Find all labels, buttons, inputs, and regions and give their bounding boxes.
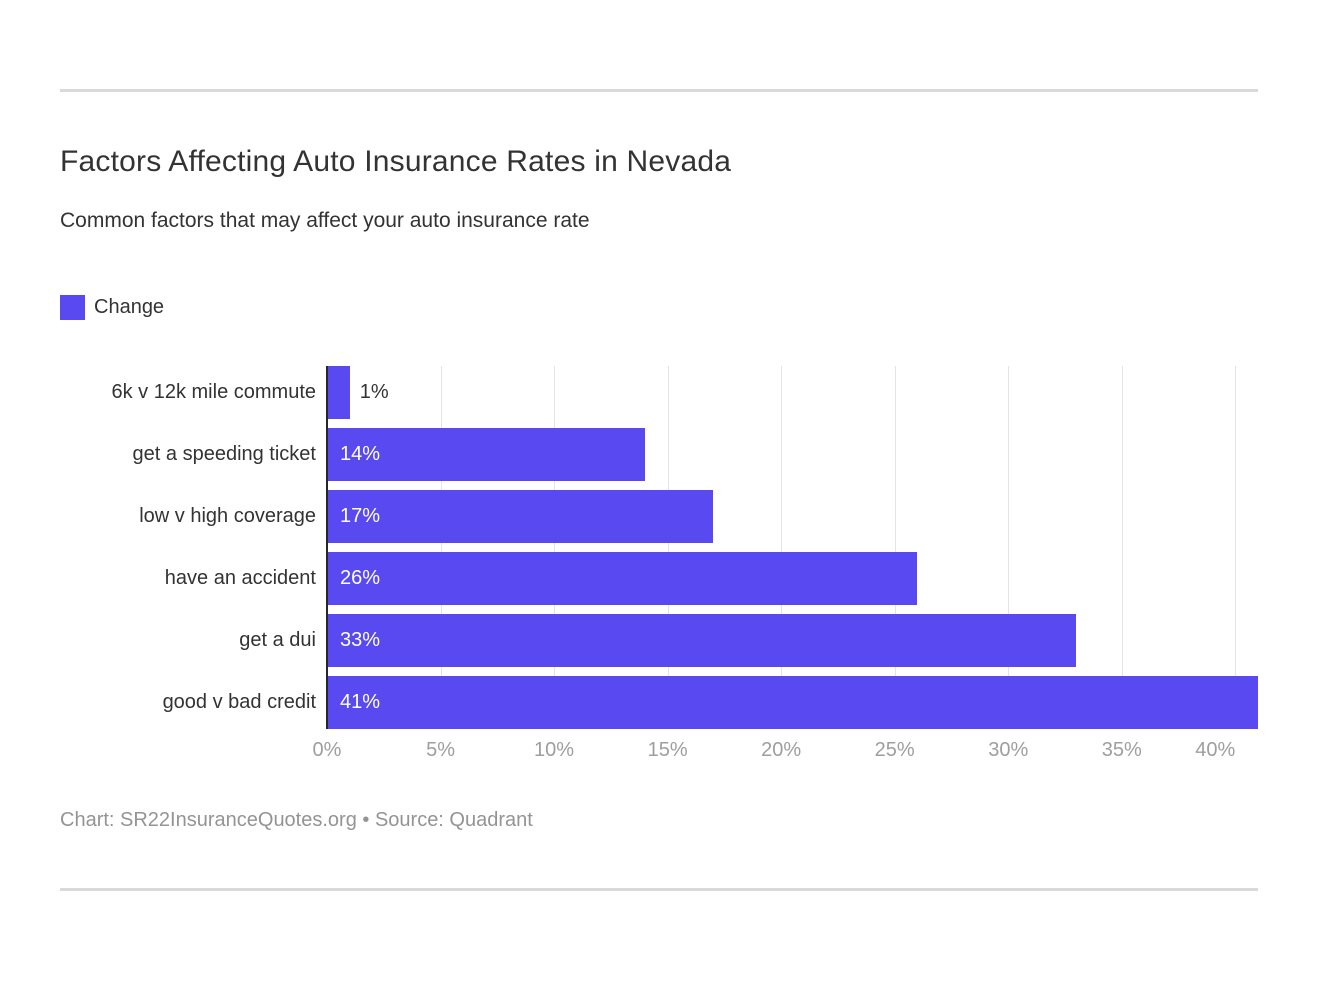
- bar-row: good v bad credit 41%: [163, 676, 1258, 729]
- x-tick-label: 20%: [761, 739, 802, 761]
- x-axis-ticks: 0% 5% 10% 15% 20% 25% 30% 35% 40%: [313, 739, 1258, 765]
- bar-chart: 6k v 12k mile commute 1% get a speeding ti…: [60, 366, 1258, 765]
- bar-row: 6k v 12k mile commute 1%: [111, 366, 1258, 419]
- category-label: have an accident: [164, 567, 316, 589]
- gridline: [1235, 366, 1237, 729]
- plot-area: 6k v 12k mile commute 1% get a speeding ti…: [111, 366, 1258, 729]
- category-label: get a speeding ticket: [132, 443, 316, 465]
- category-label: good v bad credit: [162, 691, 316, 713]
- gridline: [667, 366, 669, 729]
- top-rule: [60, 89, 1258, 92]
- bar-value-label: 33%: [340, 629, 381, 651]
- gridline: [1121, 366, 1123, 729]
- gridline: [781, 366, 783, 729]
- bar-value-label: 17%: [340, 505, 381, 527]
- x-tick-label: 40%: [1195, 739, 1236, 761]
- bar-rows: 6k v 12k mile commute 1% get a speeding ti…: [111, 366, 1258, 729]
- bar: 33%: [327, 614, 1077, 667]
- legend: Change: [60, 294, 1258, 320]
- gridline: [554, 366, 556, 729]
- bar-row: low v high coverage 17%: [139, 490, 1258, 543]
- chart-title: Factors Affecting Auto Insurance Rates i…: [60, 145, 732, 178]
- x-tick-label: 0%: [312, 739, 342, 761]
- bar: 26%: [327, 552, 918, 605]
- category-label: get a dui: [239, 629, 316, 651]
- bar: 1%: [327, 366, 389, 419]
- bar-row: get a dui 33%: [239, 614, 1258, 667]
- bar: 41%: [327, 676, 1258, 729]
- gridline: [440, 366, 442, 729]
- x-axis-zero-line: [326, 366, 328, 729]
- chart-footer: Chart: SR22InsuranceQuotes.org • Source:…: [60, 809, 533, 831]
- x-tick-label: 25%: [874, 739, 915, 761]
- category-label: 6k v 12k mile commute: [111, 381, 316, 403]
- chart-container: Factors Affecting Auto Insurance Rates i…: [60, 89, 1258, 891]
- legend-swatch: [60, 294, 85, 320]
- gridline: [894, 366, 896, 729]
- bar-value-label: 41%: [340, 691, 381, 713]
- x-tick-label: 30%: [988, 739, 1029, 761]
- x-tick-label: 5%: [426, 739, 455, 761]
- bottom-rule: [60, 888, 1258, 891]
- gridline: [1008, 366, 1010, 729]
- chart-subtitle: Common factors that may affect your auto…: [60, 209, 590, 232]
- legend-label: Change: [94, 295, 165, 318]
- bar-row: get a speeding ticket 14%: [133, 428, 1258, 481]
- category-label: low v high coverage: [139, 505, 316, 527]
- x-tick-label: 35%: [1101, 739, 1142, 761]
- grid-overlay: [327, 366, 1258, 729]
- bar-row: have an accident 26%: [165, 552, 1258, 605]
- bar-value-label: 14%: [340, 443, 381, 465]
- bar-value-label: 1%: [359, 381, 389, 403]
- bar-value-label: 26%: [340, 567, 381, 589]
- bar: 17%: [327, 490, 714, 543]
- x-tick-label: 10%: [534, 739, 575, 761]
- bar: 14%: [327, 428, 645, 481]
- x-tick-label: 15%: [647, 739, 688, 761]
